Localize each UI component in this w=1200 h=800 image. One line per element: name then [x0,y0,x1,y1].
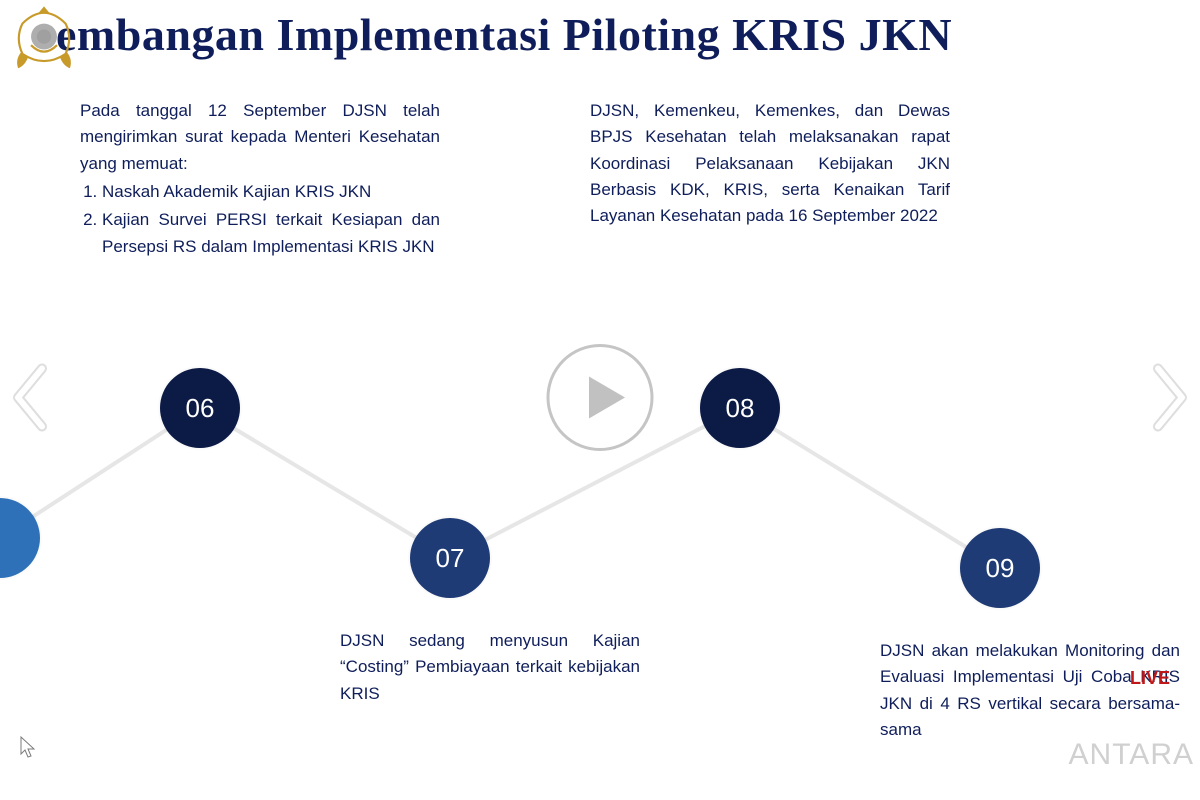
emblem-logo [8,2,80,74]
prev-arrow[interactable] [8,363,52,438]
text-06-item2: Kajian Survei PERSI terkait Kesiapan dan… [102,207,440,260]
cursor-icon [20,736,38,760]
text-06-intro: Pada tanggal 12 September DJSN telah men… [80,98,440,177]
timeline-node-05 [0,498,40,578]
next-arrow[interactable] [1148,363,1192,438]
text-block-08: DJSN, Kemenkeu, Kemenkes, dan Dewas BPJS… [590,98,950,230]
page-title: embangan Implementasi Piloting KRIS JKN [56,8,952,61]
live-badge: LIVE [1130,668,1170,689]
play-button[interactable] [545,343,655,458]
timeline-node-08: 08 [700,368,780,448]
text-block-07: DJSN sedang menyusun Kajian “Costing” Pe… [340,628,640,707]
text-block-09: DJSN akan melakukan Monitoring dan Evalu… [880,638,1180,743]
timeline-node-07: 07 [410,518,490,598]
text-block-06: Pada tanggal 12 September DJSN telah men… [80,98,440,262]
text-06-item1: Naskah Akademik Kajian KRIS JKN [102,179,440,205]
title-bar: embangan Implementasi Piloting KRIS JKN [0,0,1200,78]
watermark-text: ANTARA [1069,738,1194,772]
timeline-node-09: 09 [960,528,1040,608]
timeline-node-06: 06 [160,368,240,448]
